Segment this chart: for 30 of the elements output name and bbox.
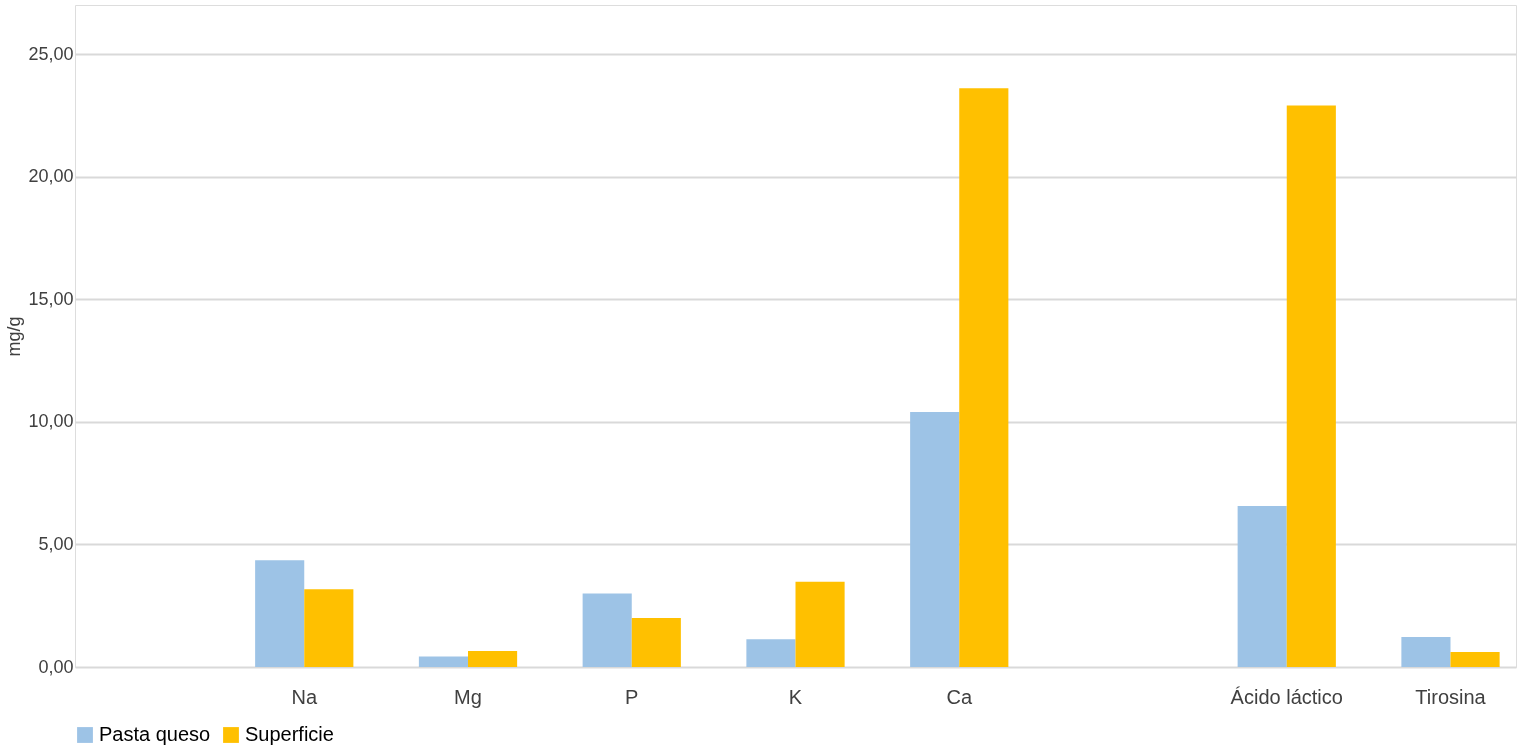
x-tick-label: P xyxy=(625,685,639,708)
y-tick-label: 10,00 xyxy=(28,411,74,432)
y-tick-label: 25,00 xyxy=(28,43,74,64)
bar xyxy=(1401,637,1451,667)
x-tick-label: Na xyxy=(291,685,318,708)
bar xyxy=(1286,105,1336,667)
x-tick-label: Ácido láctico xyxy=(1230,685,1343,708)
bar xyxy=(582,593,632,667)
bar xyxy=(631,617,681,667)
y-tick-label: 15,00 xyxy=(28,288,74,309)
x-tick-label: Tirosina xyxy=(1415,685,1487,708)
bar xyxy=(1237,505,1287,667)
bar xyxy=(795,581,845,667)
y-axis-title: mg/g xyxy=(4,316,25,357)
legend-label: Superficie xyxy=(245,723,334,745)
bar xyxy=(1450,652,1500,667)
legend-label: Pasta queso xyxy=(99,723,211,745)
x-tick-label: Mg xyxy=(454,685,482,708)
bar xyxy=(468,651,518,667)
bar xyxy=(255,560,305,667)
bar xyxy=(910,412,960,667)
y-tick-label: 5,00 xyxy=(38,533,74,554)
x-tick-label: K xyxy=(788,685,803,708)
x-tick-label: Ca xyxy=(946,685,973,708)
y-tick-label: 0,00 xyxy=(38,656,74,677)
bar xyxy=(746,639,796,667)
bar xyxy=(959,88,1009,667)
bar xyxy=(304,589,354,667)
bar xyxy=(418,656,468,667)
y-tick-label: 20,00 xyxy=(28,166,74,187)
